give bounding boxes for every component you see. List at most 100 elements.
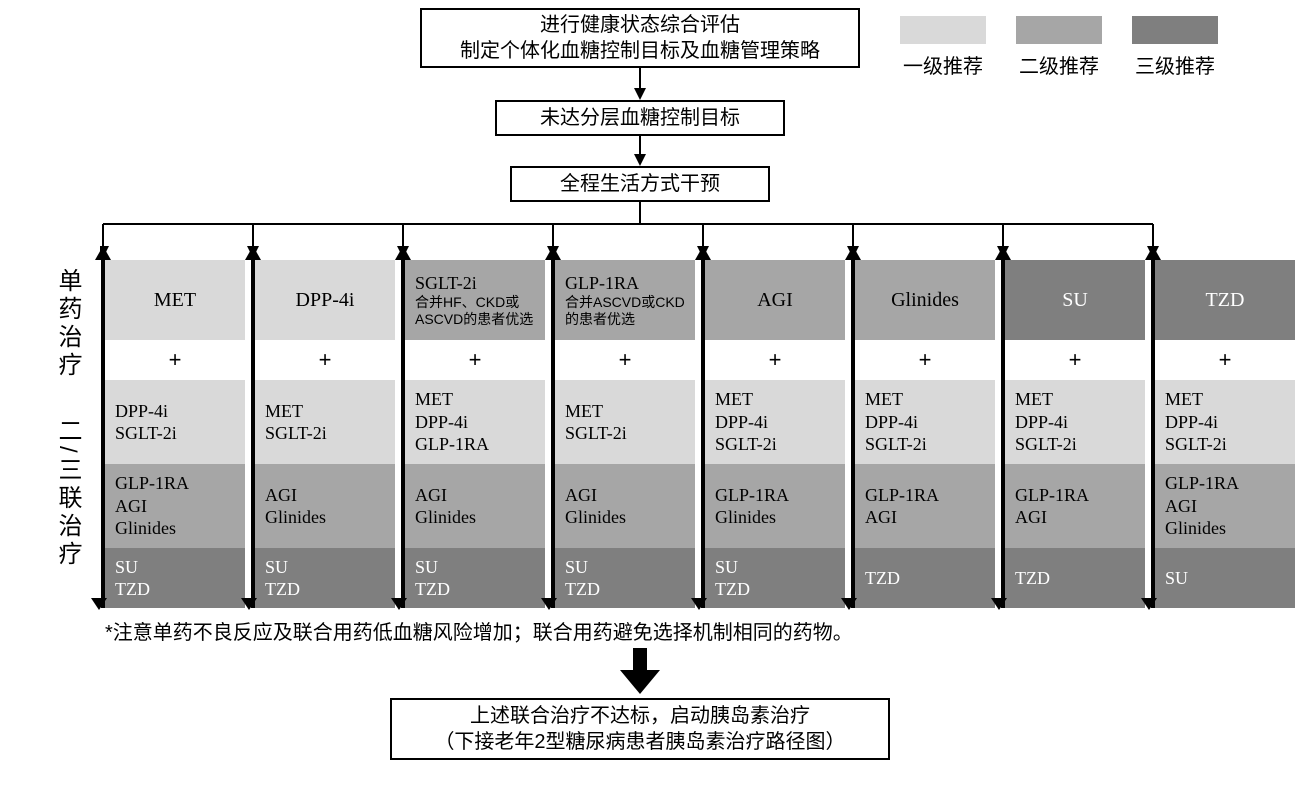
column-arrow [251,260,255,608]
legend-tier2: 二级推荐 [1016,16,1102,79]
plus-sign: + [105,340,245,380]
tier3-cell: SUTZD [255,548,395,608]
mono-title: GLP-1RA [565,272,639,295]
box-assessment: 进行健康状态综合评估 制定个体化血糖控制目标及血糖管理策略 [420,8,860,68]
arrow-2 [634,136,646,166]
tier1-item: MET [265,400,385,423]
tier3-cell: SUTZD [705,548,845,608]
box-assessment-l2: 制定个体化血糖控制目标及血糖管理策略 [460,38,820,64]
column-4: AGI+METDPP-4iSGLT-2iGLP-1RAGlinidesSUTZD [705,260,845,608]
arrow-1 [634,68,646,100]
tier3-item: SU [715,556,835,579]
tier2-item: Glinides [265,506,385,529]
footnote: *注意单药不良反应及联合用药低血糖风险增加；联合用药避免选择机制相同的药物。 [105,616,853,645]
tier3-item: TZD [565,578,685,601]
tier1-item: MET [1165,388,1285,411]
tier2-item: GLP-1RA [865,484,985,507]
swatch-tier2 [1016,16,1102,44]
tier2-item: Glinides [115,517,235,540]
tier1-item: SGLT-2i [115,422,235,445]
mono-cell: TZD [1155,260,1295,340]
tier1-cell: METDPP-4iSGLT-2i [855,380,995,464]
tier1-item: SGLT-2i [265,422,385,445]
plus-sign: + [255,340,395,380]
tier3-item: TZD [115,578,235,601]
tier1-item: DPP-4i [715,411,835,434]
diagram-root: 进行健康状态综合评估 制定个体化血糖控制目标及血糖管理策略 未达分层血糖控制目标… [0,0,1309,809]
box-lifestyle: 全程生活方式干预 [510,166,770,202]
mono-cell: AGI [705,260,845,340]
mono-title: SGLT-2i [415,272,477,295]
tier1-cell: METDPP-4iSGLT-2i [705,380,845,464]
legend-tier1: 一级推荐 [900,16,986,79]
mono-cell: SU [1005,260,1145,340]
plus-sign: + [705,340,845,380]
tier3-item: SU [1165,567,1285,590]
tier2-cell: GLP-1RAAGI [855,464,995,548]
column-3: GLP-1RA合并ASCVD或CKD的患者优选 +METSGLT-2i AGIGli… [555,260,695,608]
column-5: Glinides+METDPP-4iSGLT-2iGLP-1RAAGITZD [855,260,995,608]
side-label-mono: 单药治疗 [50,268,85,380]
column-arrow [101,260,105,608]
tier3-item: SU [115,556,235,579]
tier1-item: MET [1015,388,1135,411]
tier3-item: TZD [1015,567,1135,590]
tier2-item: GLP-1RA [715,484,835,507]
plus-sign: + [555,340,695,380]
tier3-cell: SUTZD [555,548,695,608]
tier3-cell: TZD [1005,548,1145,608]
tier2-item: AGI [1015,506,1135,529]
column-arrow [701,260,705,608]
fat-arrow-down [620,648,660,694]
tier1-item: MET [715,388,835,411]
tier3-item: TZD [865,567,985,590]
column-arrow [401,260,405,608]
columns: MET+DPP-4iSGLT-2iGLP-1RAAGIGlinidesSUTZD… [105,260,1295,608]
tier1-cell: DPP-4iSGLT-2i [105,380,245,464]
tier1-cell: METSGLT-2i [555,380,695,464]
tier3-item: SU [415,556,535,579]
tier1-item: DPP-4i [1165,411,1285,434]
tier2-cell: GLP-1RAGlinides [705,464,845,548]
column-arrow [1151,260,1155,608]
tier2-item: Glinides [1165,517,1285,540]
plus-sign: + [405,340,545,380]
tier2-item: AGI [1165,495,1285,518]
tier1-item: SGLT-2i [565,422,685,445]
column-0: MET+DPP-4iSGLT-2iGLP-1RAAGIGlinidesSUTZD [105,260,245,608]
column-7: TZD+METDPP-4iSGLT-2iGLP-1RAAGIGlinidesSU [1155,260,1295,608]
column-1: DPP-4i+METSGLT-2iAGIGlinidesSUTZD [255,260,395,608]
tier2-item: AGI [415,484,535,507]
box-lifestyle-text: 全程生活方式干预 [560,171,720,197]
tier1-cell: METDPP-4iGLP-1RA [405,380,545,464]
swatch-tier3 [1132,16,1218,44]
tier2-item: AGI [865,506,985,529]
legend-tier2-label: 二级推荐 [1019,50,1099,79]
box-insulin: 上述联合治疗不达标，启动胰岛素治疗 （下接老年2型糖尿病患者胰岛素治疗路径图） [390,698,890,760]
column-2: SGLT-2i合并HF、CKD或ASCVD的患者优选+METDPP-4iGLP-… [405,260,545,608]
tier2-cell: GLP-1RAAGI [1005,464,1145,548]
tier2-item: Glinides [715,506,835,529]
box-assessment-l1: 进行健康状态综合评估 [460,12,820,38]
plus-sign: + [1005,340,1145,380]
tier1-item: SGLT-2i [1015,433,1135,456]
tier3-item: SU [565,556,685,579]
side-label-combo: 二/三联治疗 [50,418,85,569]
tier2-item: GLP-1RA [115,472,235,495]
tier3-item: TZD [265,578,385,601]
tier2-item: AGI [565,484,685,507]
tier2-cell: AGIGlinides [405,464,545,548]
mono-sub: 合并ASCVD或CKD的患者优选 [565,294,685,328]
tier2-item: GLP-1RA [1165,472,1285,495]
tier1-item: SGLT-2i [865,433,985,456]
tier1-cell: METDPP-4iSGLT-2i [1005,380,1145,464]
tier2-item: GLP-1RA [1015,484,1135,507]
column-arrow [851,260,855,608]
tier1-cell: METSGLT-2i [255,380,395,464]
tier2-item: Glinides [565,506,685,529]
tier3-cell: SUTZD [105,548,245,608]
mono-cell: SGLT-2i合并HF、CKD或ASCVD的患者优选 [405,260,545,340]
column-arrow [551,260,555,608]
tier3-cell: SUTZD [405,548,545,608]
swatch-tier1 [900,16,986,44]
